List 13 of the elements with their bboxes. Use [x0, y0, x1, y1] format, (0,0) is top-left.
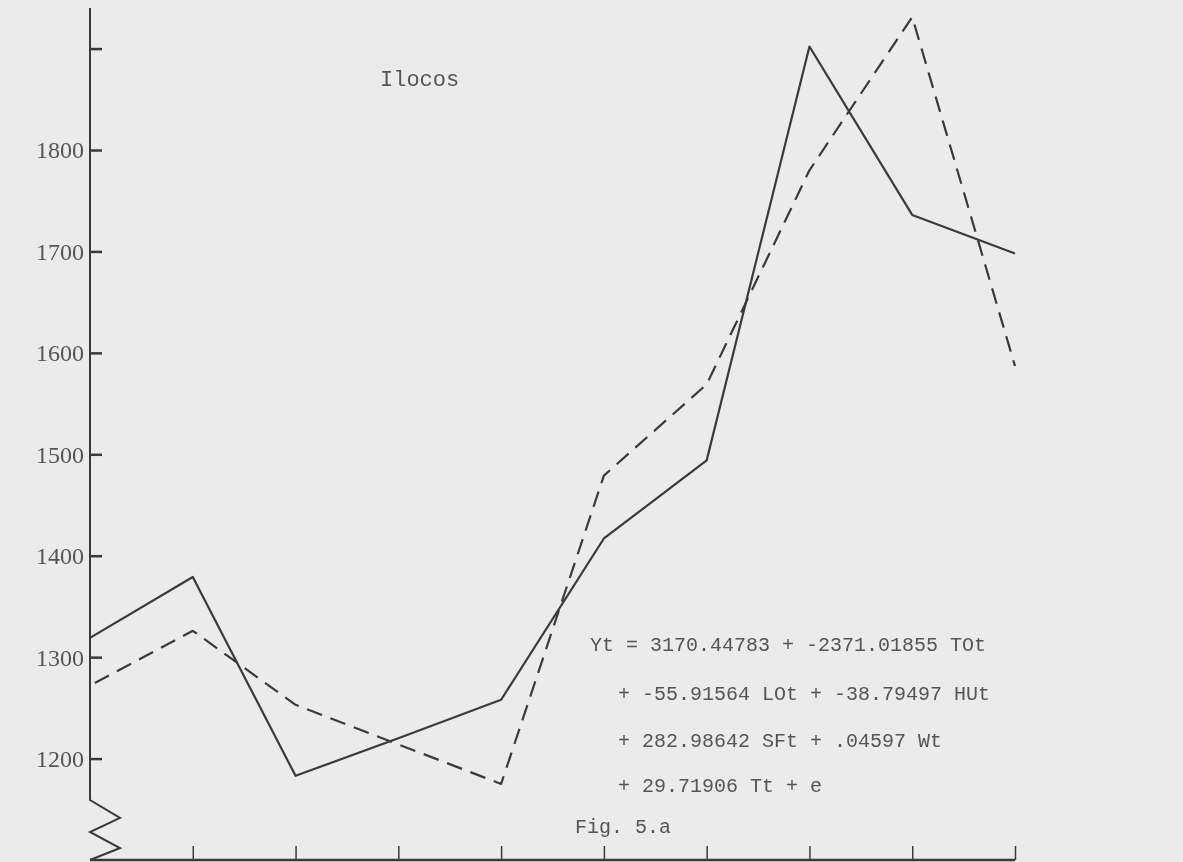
annotation: Yt = 3170.44783 + -2371.01855 TOt — [590, 634, 987, 657]
y-tick-label: 1300 — [36, 644, 84, 671]
annotation: + 29.71906 Tt + e — [618, 775, 823, 798]
y-tick-label: 1800 — [36, 137, 84, 164]
text: Ilocos — [380, 68, 460, 93]
y-tick-label: 1500 — [36, 441, 84, 468]
y-tick-label: 1700 — [36, 238, 84, 265]
annotation: Fig. 5.a — [575, 816, 672, 839]
y-tick-label: 1200 — [36, 745, 84, 772]
y-tick-label: 1400 — [36, 543, 84, 570]
y-tick-label: 1600 — [36, 340, 84, 367]
annotation: + -55.91564 LOt + -38.79497 HUt — [618, 683, 991, 706]
annotation: + 282.98642 SFt + .04597 Wt — [618, 730, 943, 753]
